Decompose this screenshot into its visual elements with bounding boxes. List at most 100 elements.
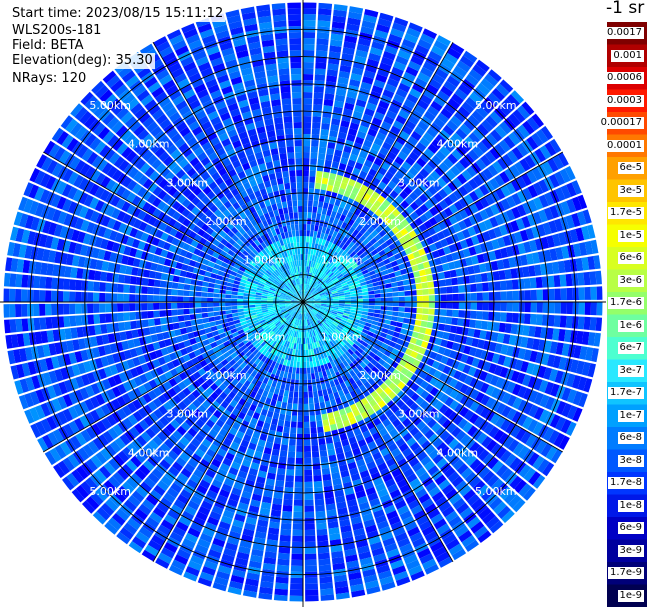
- ray-bin: [546, 327, 554, 340]
- ray-bin: [434, 308, 441, 316]
- ray-bin: [303, 92, 313, 99]
- ray-bin: [280, 383, 286, 391]
- ray-bin: [378, 126, 389, 136]
- ray-bin: [295, 457, 303, 464]
- ray-bin: [403, 98, 416, 109]
- ray-bin: [566, 373, 576, 388]
- ray-bin: [508, 334, 517, 346]
- ray-bin: [445, 169, 456, 181]
- ray-bin: [379, 366, 387, 374]
- ray-bin: [390, 320, 397, 327]
- ray-bin: [332, 204, 339, 213]
- ray-bin: [309, 311, 314, 318]
- ray-bin: [342, 444, 352, 453]
- ray-bin: [289, 595, 303, 602]
- ray-bin: [453, 370, 462, 380]
- ray-bin: [310, 158, 318, 165]
- ray-bin: [383, 386, 393, 396]
- ray-bin: [403, 554, 418, 565]
- ray-bin: [439, 255, 448, 264]
- ray-bin: [479, 242, 489, 253]
- ray-bin: [411, 264, 419, 272]
- ray-bin: [105, 293, 112, 302]
- ray-bin: [318, 238, 323, 245]
- ray-bin: [389, 72, 402, 83]
- ray-bin: [310, 310, 316, 316]
- ray-bin: [387, 329, 395, 336]
- ray-bin: [370, 358, 378, 366]
- ray-bin: [349, 272, 357, 278]
- ray-bin: [403, 468, 415, 478]
- ray-bin: [486, 351, 495, 362]
- ray-bin: [93, 303, 100, 313]
- ray-bin: [447, 153, 459, 165]
- ray-bin: [367, 218, 375, 226]
- ray-bin: [407, 356, 416, 365]
- ray-bin: [476, 302, 483, 311]
- ray-bin: [473, 525, 489, 539]
- ray-bin: [408, 230, 417, 239]
- ray-bin: [220, 285, 227, 290]
- ray-bin: [349, 467, 359, 476]
- ray-bin: [382, 361, 391, 370]
- ray-bin: [518, 290, 525, 301]
- ray-bin: [293, 499, 303, 506]
- ray-bin: [364, 580, 380, 590]
- ray-bin: [395, 437, 406, 448]
- ray-bin: [415, 396, 425, 406]
- ray-bin: [314, 243, 319, 250]
- ray-bin: [384, 171, 394, 181]
- ray-bin: [373, 509, 385, 519]
- ray-bin: [356, 326, 364, 332]
- ray-bin: [384, 378, 393, 387]
- ray-bin: [351, 186, 360, 195]
- ray-bin: [303, 433, 311, 440]
- ray-bin: [459, 484, 472, 497]
- ray-bin: [350, 299, 357, 302]
- ray-bin: [571, 374, 582, 389]
- ray-bin: [317, 14, 332, 22]
- ray-bin: [565, 315, 573, 329]
- ray-bin: [325, 81, 337, 89]
- ray-bin: [345, 165, 354, 173]
- ray-bin: [544, 396, 556, 411]
- ray-bin: [434, 166, 445, 177]
- ray-bin: [365, 263, 373, 269]
- ray-bin: [315, 249, 320, 257]
- ray-bin: [382, 234, 390, 242]
- ray-bin: [517, 278, 525, 290]
- ray-bin: [498, 139, 511, 153]
- ray-bin: [489, 375, 500, 387]
- ray-bin: [408, 412, 418, 422]
- ray-bin: [262, 495, 273, 504]
- ray-bin: [384, 83, 397, 94]
- ray-bin: [283, 426, 290, 434]
- ray-bin: [476, 233, 486, 244]
- ray-bin: [275, 400, 282, 408]
- ray-bin: [326, 387, 333, 395]
- ray-bin: [455, 525, 469, 538]
- ray-bin: [269, 423, 277, 432]
- ray-bin: [509, 164, 521, 178]
- ray-bin: [310, 348, 315, 356]
- ray-bin: [432, 273, 440, 281]
- ray-bin: [436, 330, 444, 339]
- ray-bin: [313, 329, 318, 336]
- ray-bin: [379, 374, 388, 383]
- ray-bin: [171, 302, 178, 309]
- ray-bin: [311, 310, 316, 316]
- ray-bin: [382, 199, 391, 208]
- ray-bin: [553, 315, 561, 328]
- ray-bin: [321, 467, 331, 475]
- ray-bin: [356, 249, 364, 257]
- ray-bin: [359, 235, 367, 243]
- ray-bin: [529, 350, 538, 363]
- ray-bin: [331, 258, 337, 265]
- ray-bin: [338, 293, 345, 297]
- ray-bin: [517, 242, 526, 255]
- ray-bin: [117, 293, 124, 302]
- ray-bin: [390, 146, 400, 156]
- ray-bin: [385, 315, 392, 321]
- ray-bin: [464, 284, 471, 293]
- ray-bin: [500, 291, 507, 301]
